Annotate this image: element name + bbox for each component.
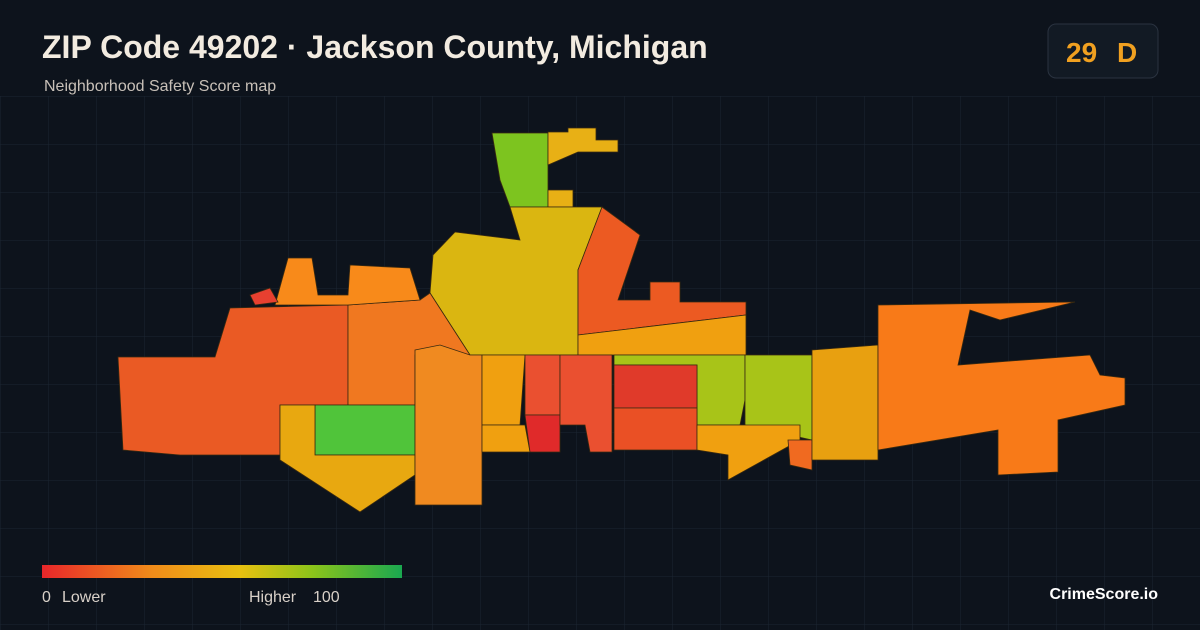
legend-min: 0: [42, 589, 51, 606]
legend-min-label: Lower: [62, 589, 106, 606]
score-box: [1047, 23, 1159, 79]
title: ZIP Code 49202 · Jackson County, Michiga…: [42, 29, 708, 65]
brand: CrimeScore.io: [1050, 586, 1159, 603]
score: 29: [1066, 37, 1097, 68]
map: [117, 127, 1126, 513]
legend-max: 100: [313, 589, 340, 606]
legend-max-label: Higher: [249, 589, 297, 606]
subtitle: Neighborhood Safety Score map: [44, 78, 276, 95]
grade: D: [1117, 37, 1137, 68]
legend-bar: [42, 565, 402, 578]
